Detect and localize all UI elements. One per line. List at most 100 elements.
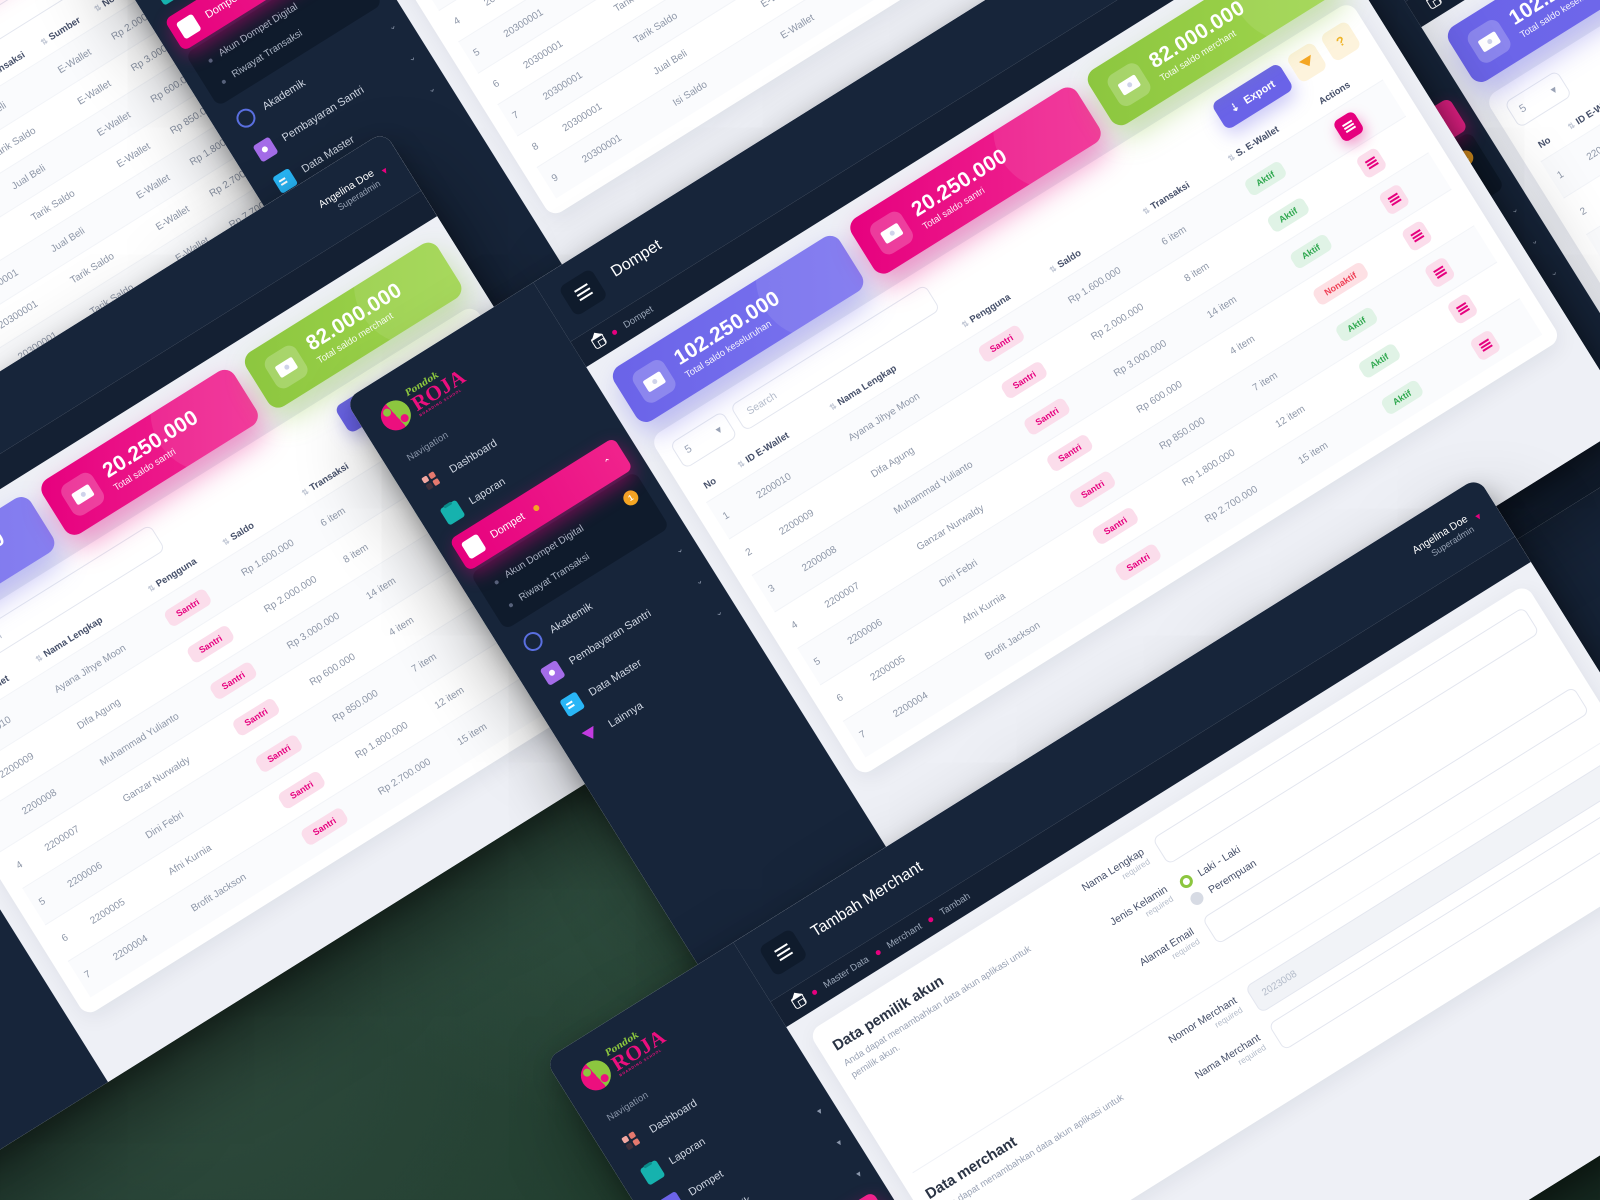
money-icon <box>866 208 917 258</box>
pin-icon <box>579 723 605 749</box>
page-size-value: 5 <box>682 442 694 456</box>
sidebar-item-label: Dompet <box>686 1167 726 1199</box>
grid-icon <box>420 468 446 494</box>
sort-icon: ⇅ <box>1047 263 1059 275</box>
export-label: Export <box>1241 77 1278 107</box>
chevron-down-icon: ▾ <box>834 1137 844 1149</box>
row-menu-button[interactable] <box>1423 255 1457 289</box>
download-icon: ⇣ <box>1227 100 1243 116</box>
chevron-down-icon: ▾ <box>1548 83 1560 97</box>
bullet-icon <box>493 579 500 585</box>
column-label: No <box>701 475 719 492</box>
money-icon <box>1104 59 1154 110</box>
column-label: No <box>1536 134 1553 151</box>
sort-icon: ⇅ <box>39 36 50 48</box>
chevron-up-icon: ⌃ <box>602 455 614 469</box>
chevron-down-icon: ⌄ <box>425 82 438 96</box>
row-menu-button[interactable] <box>1332 109 1366 143</box>
sort-icon: ⇅ <box>220 536 232 548</box>
search-placeholder: Search <box>0 629 4 658</box>
sort-icon: ⇅ <box>736 458 747 470</box>
bullet-icon <box>220 78 227 85</box>
chevron-down-icon: ⌄ <box>673 543 686 556</box>
status-badge: Aktif <box>1242 159 1288 198</box>
page-size-value: 5 <box>1517 101 1529 116</box>
sort-icon: ⇅ <box>92 2 104 14</box>
home-icon[interactable] <box>790 992 808 1010</box>
sidebar-item-label: Laporan <box>666 1135 708 1167</box>
list-icon <box>1480 341 1491 349</box>
wallet-icon <box>659 1190 686 1200</box>
sort-icon: ⇅ <box>827 401 839 413</box>
sidebar-item-label: Lainnya <box>606 699 646 730</box>
column-label: ID E-Wallet <box>1573 91 1600 128</box>
radio-icon <box>1188 889 1206 908</box>
chevron-down-icon: ▾ <box>815 1105 825 1117</box>
row-menu-button[interactable] <box>1377 182 1412 216</box>
money-icon <box>1464 16 1514 67</box>
row-menu-button[interactable] <box>1446 292 1480 326</box>
column-label: Saldo <box>228 520 257 544</box>
chevron-down-icon: ⌄ <box>712 606 725 619</box>
field-value: 2023008 <box>1260 968 1300 999</box>
chevron-down-icon: ⌄ <box>1528 234 1540 248</box>
chevron-down-icon: ⌄ <box>1508 203 1521 216</box>
page-title: Dompet <box>608 236 665 281</box>
notification-dot-icon <box>531 503 540 512</box>
money-icon <box>57 469 108 519</box>
hamburger-icon[interactable] <box>758 927 809 977</box>
list-icon <box>1343 122 1355 131</box>
chevron-down-icon: ⌄ <box>693 574 705 588</box>
radio-icon-selected <box>1177 872 1196 891</box>
status-badge: Aktif <box>1379 378 1425 417</box>
cash-icon <box>252 136 279 163</box>
wallet-icon <box>175 13 202 40</box>
help-button[interactable]: ? <box>1319 19 1363 63</box>
row-menu-button[interactable] <box>1469 328 1503 362</box>
chevron-down-icon: ⌄ <box>405 51 418 64</box>
status-badge: Santri <box>1113 542 1164 583</box>
filter-button[interactable] <box>1285 41 1329 84</box>
sort-icon: ⇅ <box>146 582 157 595</box>
sidebar-item-label: Laporan <box>466 475 508 507</box>
file-icon <box>559 691 586 718</box>
clipboard-icon <box>154 0 181 6</box>
status-badge: Aktif <box>1356 342 1402 380</box>
chevron-down-icon: ▾ <box>713 423 725 437</box>
money-icon <box>261 342 311 392</box>
row-menu-button[interactable] <box>1400 219 1434 253</box>
clipboard-icon <box>439 499 466 526</box>
list-icon <box>1412 232 1423 240</box>
wallet-icon <box>460 533 487 560</box>
clipboard-icon <box>639 1159 666 1186</box>
bullet-icon <box>207 57 214 63</box>
globe-icon <box>232 105 260 132</box>
row-menu-button[interactable] <box>1355 146 1389 180</box>
status-badge: Aktif <box>1288 232 1334 271</box>
chevron-down-icon: ⌄ <box>386 19 399 33</box>
grid-icon <box>620 1128 646 1154</box>
breadcrumb-sep <box>927 915 935 923</box>
list-icon <box>1389 195 1400 203</box>
list-icon <box>1366 159 1377 167</box>
home-icon[interactable] <box>590 332 608 350</box>
home-icon[interactable] <box>1425 0 1443 10</box>
breadcrumb-sep <box>610 328 618 336</box>
bullet-icon <box>507 602 514 608</box>
cash-icon <box>539 659 566 687</box>
user-menu[interactable]: Angelina Doe Superadmin ▾ <box>1410 506 1487 567</box>
list-icon <box>1457 305 1468 313</box>
breadcrumb-sep <box>874 948 882 956</box>
user-menu[interactable]: Angelina Doe Superadmin ▾ <box>316 160 393 221</box>
chevron-down-icon: ▾ <box>379 165 390 178</box>
submenu-badge: 1 <box>620 487 642 509</box>
sort-icon: ⇅ <box>1141 205 1152 217</box>
chevron-down-icon: ▾ <box>1473 511 1484 524</box>
hamburger-icon[interactable] <box>558 267 609 317</box>
filter-icon <box>1298 55 1316 71</box>
money-icon <box>629 356 679 407</box>
sidebar-item-label: Dompet <box>487 510 527 541</box>
chevron-down-icon: ⌄ <box>1547 266 1560 279</box>
column-label: Saldo <box>1055 247 1084 271</box>
